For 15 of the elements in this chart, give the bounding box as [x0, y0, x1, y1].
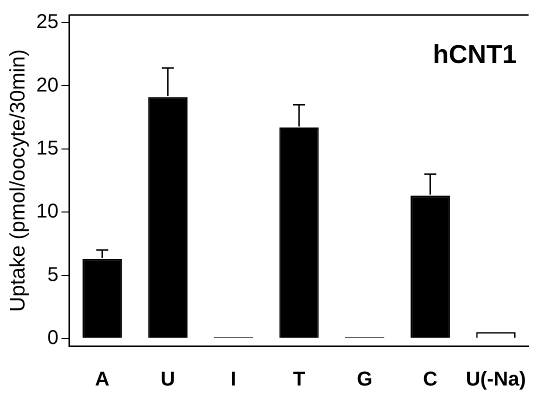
y-tick-label: 10 [36, 200, 58, 223]
x-tick-label: T [292, 368, 306, 391]
y-tick-label: 25 [36, 11, 58, 34]
y-tick-label: 20 [36, 74, 58, 96]
y-tick-label: 5 [47, 264, 58, 286]
x-tick-label: U(-Na) [466, 368, 526, 391]
y-axis-title: Uptake (pmol/oocyte/30min) [6, 49, 30, 312]
x-tick-label: U [160, 368, 176, 391]
annotation: hCNT1 [432, 39, 517, 70]
x-tick-label: A [95, 368, 110, 391]
x-tick-label: C [423, 368, 438, 391]
y-tick-label: 0 [47, 326, 58, 349]
x-tick-label: G [356, 368, 372, 391]
x-tick-label: I [230, 368, 236, 391]
y-tick-label: 15 [36, 137, 58, 160]
